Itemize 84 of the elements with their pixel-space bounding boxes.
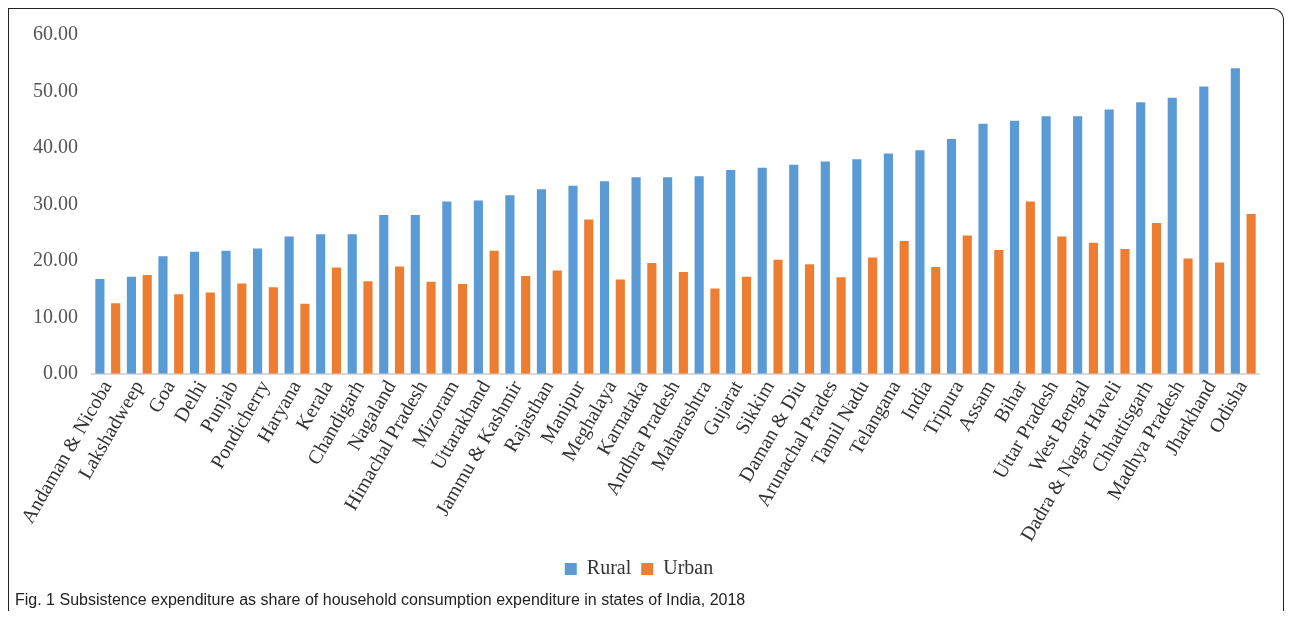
- bar: [458, 283, 468, 374]
- bar: [1104, 109, 1114, 374]
- bar: [631, 177, 641, 374]
- bar: [773, 259, 783, 374]
- bar: [615, 279, 625, 374]
- y-tick-label: 50.00: [33, 78, 78, 101]
- bar: [1073, 116, 1083, 374]
- bar: [1215, 262, 1225, 374]
- y-tick-label: 30.00: [33, 191, 78, 214]
- bar: [205, 292, 215, 374]
- bar: [584, 219, 594, 374]
- y-tick-label: 60.00: [33, 22, 78, 45]
- bar: [316, 234, 326, 374]
- bar: [1167, 97, 1177, 374]
- bar: [363, 281, 373, 374]
- bar: [741, 276, 752, 374]
- bar: [253, 248, 263, 374]
- bar: [268, 287, 278, 374]
- bar: [347, 234, 357, 374]
- bar: [410, 215, 420, 374]
- bar: [1183, 258, 1193, 374]
- bar: [111, 303, 121, 374]
- bar: [552, 270, 562, 374]
- bar: [757, 167, 767, 374]
- bar: [331, 267, 342, 374]
- bar: [915, 150, 925, 374]
- bar: [1136, 102, 1146, 374]
- bar: [678, 272, 688, 374]
- bar: [899, 241, 909, 374]
- bar: [126, 276, 136, 374]
- bar: [1009, 120, 1020, 374]
- bar: [1230, 68, 1240, 374]
- bar: [284, 236, 294, 374]
- bar: [521, 276, 531, 374]
- bar: [931, 267, 941, 374]
- bar: [189, 251, 200, 374]
- bar: [663, 177, 673, 374]
- bar: [568, 185, 578, 374]
- y-tick-label: 20.00: [33, 248, 78, 271]
- bar: [1120, 248, 1130, 374]
- bar: [1025, 201, 1035, 374]
- bar: [710, 288, 720, 374]
- bar: [820, 161, 830, 374]
- bar: [1057, 236, 1067, 374]
- y-tick-label: 0.00: [43, 361, 78, 383]
- bar: [1088, 242, 1098, 374]
- legend-label: Rural: [586, 556, 632, 579]
- bar: [946, 138, 957, 374]
- bar: [379, 215, 389, 374]
- legend-label: Urban: [663, 556, 714, 579]
- bar: [95, 278, 105, 374]
- bar: [994, 250, 1004, 374]
- bar: [158, 256, 168, 374]
- bar: [442, 201, 452, 374]
- bar: [789, 164, 799, 374]
- bar: [300, 303, 310, 374]
- bar: [694, 176, 704, 374]
- bar: [836, 277, 846, 374]
- bar: [505, 195, 515, 374]
- bar: [536, 189, 547, 374]
- bar: [237, 283, 247, 374]
- bar: [804, 264, 815, 374]
- caption: Fig. 1 Subsistence expenditure as share of household consumption expenditure in states of India, 2018: [9, 589, 1283, 611]
- bar: [1151, 223, 1162, 374]
- bar: [174, 294, 184, 374]
- bar: [852, 159, 862, 374]
- bar: [1199, 86, 1209, 374]
- bar: [489, 250, 499, 374]
- bar: [883, 153, 893, 374]
- bar: [1041, 116, 1051, 374]
- bar: [978, 123, 988, 374]
- bar: [1246, 213, 1256, 374]
- bar: [868, 257, 878, 374]
- y-tick-label: 10.00: [33, 304, 78, 327]
- bar: [962, 235, 972, 374]
- y-tick-label: 40.00: [33, 135, 78, 158]
- bar: [394, 266, 405, 374]
- bar: [426, 281, 436, 374]
- bar: [221, 250, 231, 374]
- bar: [726, 169, 736, 374]
- bar: [599, 181, 610, 374]
- bar: [142, 274, 152, 374]
- bar: [647, 263, 657, 374]
- bar: [473, 200, 483, 374]
